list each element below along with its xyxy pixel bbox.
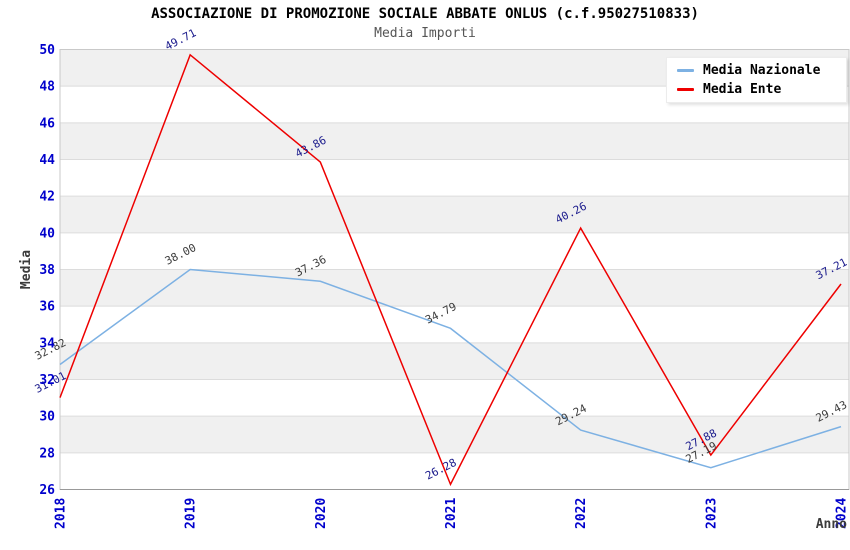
legend: Media Nazionale Media Ente bbox=[666, 57, 847, 103]
background-band bbox=[60, 416, 849, 453]
x-tick-label: 2021 bbox=[444, 498, 459, 529]
legend-item-media-nazionale: Media Nazionale bbox=[667, 63, 846, 78]
point-label: 38.00 bbox=[163, 241, 198, 268]
y-axis-title: Media bbox=[19, 250, 34, 289]
background-band bbox=[60, 122, 849, 160]
y-tick-label: 48 bbox=[39, 80, 55, 95]
background-band bbox=[60, 342, 849, 380]
legend-label-media-ente: Media Ente bbox=[703, 81, 782, 97]
y-tick-label: 26 bbox=[39, 483, 55, 498]
x-tick-label: 2020 bbox=[314, 498, 329, 529]
y-tick-label: 30 bbox=[39, 410, 55, 425]
series-line-media-ente bbox=[59, 53, 842, 487]
x-tick-label: 2022 bbox=[574, 498, 589, 529]
legend-label-media-nazionale: Media Nazionale bbox=[703, 63, 821, 79]
chart-subtitle: Media Importi bbox=[374, 26, 476, 41]
y-tick-label: 36 bbox=[39, 300, 55, 315]
background-band bbox=[60, 196, 849, 233]
y-tick-label: 50 bbox=[39, 43, 55, 58]
y-tick-label: 44 bbox=[39, 153, 55, 168]
y-tick-label: 32 bbox=[39, 373, 55, 388]
x-tick-label: 2019 bbox=[184, 498, 199, 529]
y-tick-label: 28 bbox=[39, 446, 55, 461]
x-tick-label: 2018 bbox=[54, 498, 69, 529]
x-tick-label: 2024 bbox=[835, 498, 850, 529]
background-band bbox=[60, 269, 849, 307]
legend-swatch-media-ente bbox=[677, 87, 694, 91]
x-axis-title: Anno bbox=[816, 517, 847, 532]
y-tick-label: 34 bbox=[39, 336, 55, 351]
y-tick-label: 42 bbox=[39, 190, 55, 205]
series-line-media-nazionale bbox=[59, 268, 842, 469]
y-tick-label: 40 bbox=[39, 226, 55, 241]
legend-item-media-ente: Media Ente bbox=[667, 82, 846, 97]
y-tick-label: 46 bbox=[39, 116, 55, 131]
chart-title: ASSOCIAZIONE DI PROMOZIONE SOCIALE ABBAT… bbox=[151, 6, 699, 22]
x-tick-label: 2023 bbox=[704, 498, 719, 529]
y-tick-label: 38 bbox=[39, 263, 55, 278]
legend-swatch-media-nazionale bbox=[677, 69, 694, 73]
